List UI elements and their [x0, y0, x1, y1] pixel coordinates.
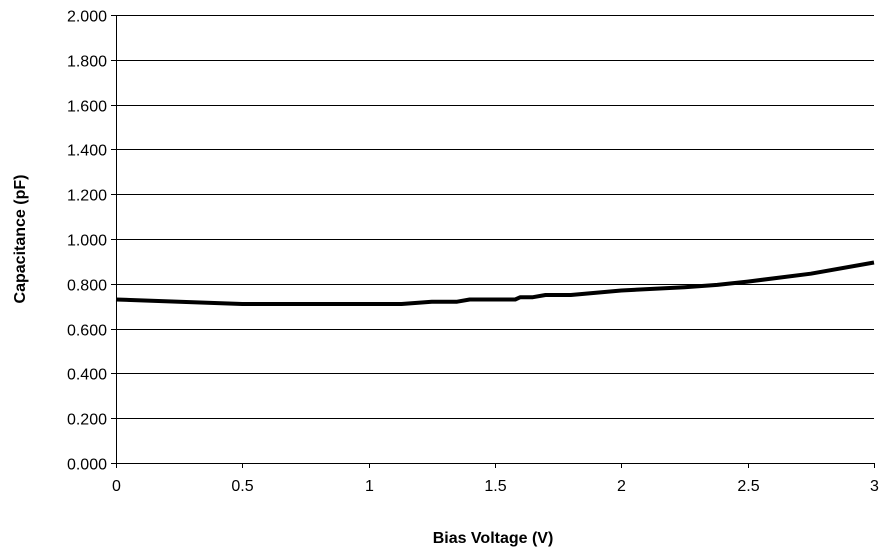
y-tick-label: 1.400: [67, 143, 107, 160]
series-layer: [115, 260, 875, 306]
y-tick-label: 1.800: [67, 54, 107, 71]
y-tick-label: 0.400: [67, 367, 107, 384]
x-tick-label: 0: [112, 478, 121, 495]
axes: [111, 15, 875, 468]
x-tick-labels: 0 0.5 1 1.5 2 2.5 3: [112, 478, 879, 495]
x-tick-label: 2.5: [737, 478, 759, 495]
y-tick-label: 2.000: [67, 9, 107, 26]
y-tick-label: 0.800: [67, 278, 107, 295]
y-tick-labels: 0.000 0.200 0.400 0.600 0.800 1.000 1.200 1.400…: [67, 9, 107, 474]
x-tick-label: 0.5: [231, 478, 253, 495]
x-tick-label: 3: [870, 478, 879, 495]
x-tick-label: 1: [365, 478, 374, 495]
x-tick-label: 1.5: [484, 478, 506, 495]
x-tick-label: 2: [617, 478, 626, 495]
y-tick-label: 1.600: [67, 99, 107, 116]
gridlines: [116, 15, 874, 419]
y-tick-label: 0.600: [67, 323, 107, 340]
y-tick-label: 0.200: [67, 412, 107, 429]
x-axis-title: Bias Voltage (V): [433, 530, 554, 547]
y-axis-title: Capacitance (pF): [12, 175, 29, 304]
y-tick-label: 1.200: [67, 188, 107, 205]
y-tick-label: 0.000: [67, 457, 107, 474]
capacitance-series-line: [115, 260, 875, 306]
y-tick-label: 1.000: [67, 233, 107, 250]
